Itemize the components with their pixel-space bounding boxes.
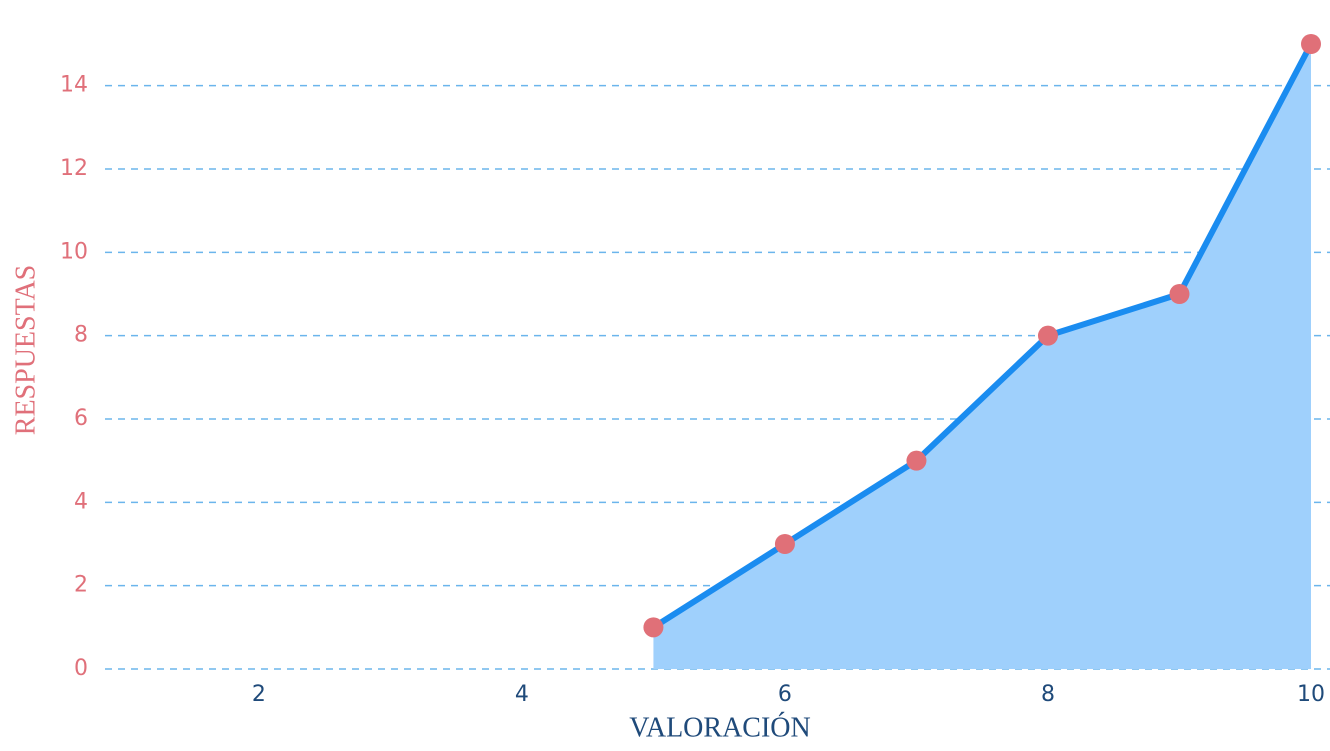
y-axis-label: RESPUESTAS bbox=[10, 265, 41, 435]
point bbox=[1037, 325, 1058, 346]
point bbox=[1169, 284, 1190, 304]
y-tick-label: 10 bbox=[60, 239, 88, 264]
y-tick-label: 12 bbox=[60, 156, 88, 181]
point bbox=[774, 534, 795, 554]
x-tick-label: 2 bbox=[252, 682, 266, 707]
y-tick-label: 6 bbox=[74, 406, 88, 431]
x-tick-label: 8 bbox=[1041, 682, 1055, 707]
x-tick-label: 4 bbox=[515, 682, 529, 707]
x-tick-label: 6 bbox=[778, 682, 792, 707]
point bbox=[1301, 34, 1321, 54]
x-tick-label: 10 bbox=[1297, 682, 1325, 707]
area bbox=[653, 44, 1311, 669]
y-tick-label: 2 bbox=[74, 573, 88, 598]
x-axis-label: VALORACIÓN bbox=[629, 712, 811, 743]
point bbox=[906, 450, 927, 471]
y-tick-label: 8 bbox=[74, 323, 88, 348]
point bbox=[643, 617, 664, 638]
y-tick-label: 0 bbox=[74, 656, 88, 681]
y-tick-label: 4 bbox=[74, 489, 88, 514]
line bbox=[651, 42, 1314, 630]
y-tick-label: 14 bbox=[60, 73, 88, 98]
